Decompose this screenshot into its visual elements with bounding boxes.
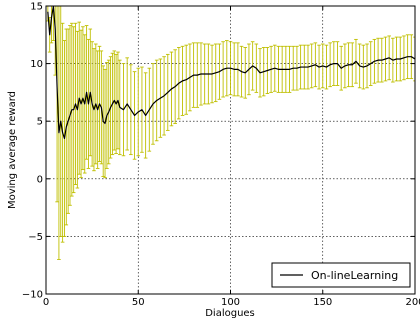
- y-tick-label: 15: [30, 2, 43, 13]
- line-layer: [47, 6, 415, 140]
- y-axis-title: Moving average reward: [7, 91, 18, 209]
- y-tick-label: 10: [30, 59, 43, 70]
- error-bar: [413, 36, 415, 82]
- x-tick-label: 150: [313, 297, 332, 308]
- legend-label: On-lineLearning: [311, 269, 398, 282]
- y-axis-ticks: −10 −5 0 5 10 15: [22, 2, 415, 301]
- x-axis-ticks: 0 50 100 150 200: [43, 6, 420, 308]
- x-tick-label: 100: [221, 297, 240, 308]
- x-axis-title: Dialogues: [205, 308, 255, 319]
- y-tick-label: 5: [37, 117, 43, 128]
- x-tick-label: 0: [43, 297, 49, 308]
- legend: On-lineLearning: [271, 262, 411, 288]
- y-tick-label: −10: [22, 290, 43, 301]
- series-line-on-line-learning: [47, 6, 415, 140]
- x-tick-label: 50: [132, 297, 145, 308]
- x-tick-label: 200: [405, 297, 420, 308]
- y-tick-label: −5: [28, 232, 43, 243]
- y-tick-label: 0: [37, 174, 43, 185]
